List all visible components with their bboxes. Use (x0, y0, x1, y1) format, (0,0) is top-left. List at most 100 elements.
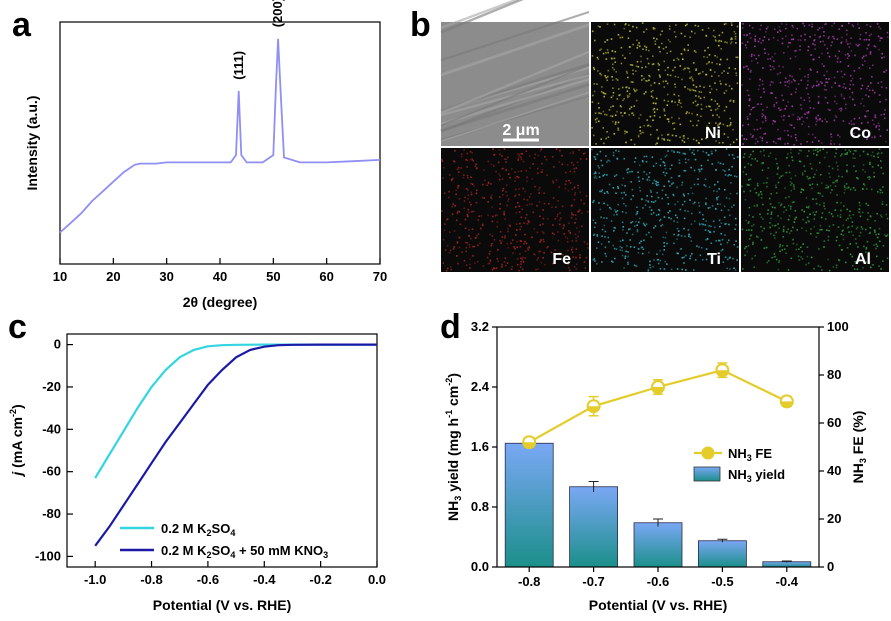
eds-signal-dot (858, 117, 861, 119)
eds-signal-dot (503, 261, 506, 263)
eds-signal-dot (698, 95, 700, 98)
eds-signal-dot (734, 269, 737, 271)
eds-signal-dot (855, 150, 857, 152)
eds-signal-dot (786, 231, 788, 233)
eds-signal-dot (723, 205, 726, 208)
eds-signal-dot (611, 76, 613, 78)
eds-signal-dot (652, 119, 654, 122)
eds-signal-dot (453, 230, 456, 232)
eds-signal-dot (677, 76, 680, 78)
eds-signal-dot (862, 55, 865, 58)
eds-signal-dot (635, 213, 637, 216)
eds-signal-dot (458, 246, 461, 249)
eds-signal-dot (772, 140, 775, 143)
eds-signal-dot (872, 264, 874, 266)
eds-signal-dot (716, 63, 718, 65)
eds-signal-dot (794, 55, 797, 58)
eds-signal-dot (787, 218, 790, 221)
eds-signal-dot (843, 186, 846, 188)
eds-signal-dot (573, 170, 576, 173)
eds-signal-dot (839, 216, 842, 218)
eds-signal-dot (779, 245, 781, 248)
eds-signal-dot (476, 261, 479, 263)
eds-signal-dot (883, 234, 886, 236)
eds-signal-dot (722, 261, 725, 263)
eds-signal-dot (828, 165, 831, 168)
eds-signal-dot (839, 61, 842, 63)
eds-signal-dot (569, 170, 572, 173)
eds-signal-dot (710, 98, 713, 101)
eds-signal-dot (456, 219, 458, 222)
eds-signal-dot (715, 240, 717, 242)
eds-signal-dot (665, 46, 667, 48)
eds-signal-dot (729, 192, 732, 195)
eds-signal-dot (792, 226, 794, 229)
eds-signal-dot (639, 130, 641, 132)
eds-signal-dot (667, 139, 669, 141)
eds-signal-dot (735, 138, 738, 141)
eds-signal-dot (814, 173, 816, 176)
eds-signal-dot (601, 86, 603, 88)
eds-signal-dot (540, 171, 543, 173)
eds-signal-dot (705, 220, 707, 222)
eds-signal-dot (511, 168, 513, 170)
eds-signal-dot (552, 224, 554, 226)
eds-signal-dot (542, 209, 544, 211)
eds-signal-dot (707, 46, 709, 49)
eds-signal-dot (734, 32, 737, 35)
eds-signal-dot (652, 102, 655, 104)
eds-signal-dot (788, 82, 791, 85)
eds-signal-dot (624, 112, 626, 114)
eds-signal-dot (715, 140, 717, 142)
eds-signal-dot (704, 185, 707, 188)
eds-signal-dot (793, 184, 795, 186)
eds-signal-dot (870, 154, 873, 157)
eds-signal-dot (585, 256, 588, 259)
eds-signal-dot (681, 184, 683, 186)
eds-signal-dot (880, 215, 883, 218)
eds-signal-dot (735, 42, 737, 44)
eds-signal-dot (721, 31, 724, 34)
eds-signal-dot (851, 255, 854, 258)
eds-signal-dot (802, 120, 805, 123)
eds-signal-dot (842, 238, 845, 241)
eds-signal-dot (723, 92, 726, 94)
eds-signal-dot (790, 152, 792, 154)
eds-signal-dot (456, 242, 459, 244)
eds-signal-dot (880, 268, 882, 270)
eds-signal-dot (660, 218, 662, 221)
eds-signal-dot (604, 113, 606, 116)
eds-signal-dot (569, 182, 572, 184)
eds-signal-dot (850, 37, 852, 39)
eds-signal-dot (760, 103, 763, 105)
eds-signal-dot (787, 85, 790, 88)
eds-map-label-co: Co (850, 125, 872, 142)
eds-signal-dot (848, 22, 850, 25)
eds-signal-dot (507, 227, 509, 230)
eds-signal-dot (651, 195, 653, 198)
eds-signal-dot (726, 125, 729, 127)
eds-signal-dot (857, 246, 859, 248)
eds-signal-dot (610, 106, 612, 108)
eds-signal-dot (869, 161, 871, 164)
eds-signal-dot (837, 134, 839, 136)
eds-signal-dot (831, 41, 833, 43)
eds-signal-dot (570, 216, 573, 219)
eds-signal-dot (817, 232, 820, 234)
eds-signal-dot (705, 203, 707, 206)
eds-signal-dot (757, 140, 759, 143)
eds-signal-dot (852, 234, 854, 237)
eds-signal-dot (626, 86, 628, 88)
eds-signal-dot (526, 204, 528, 207)
eds-signal-dot (846, 247, 849, 249)
eds-signal-dot (865, 247, 868, 249)
eds-signal-dot (877, 233, 880, 235)
eds-signal-dot (819, 149, 821, 152)
eds-signal-dot (627, 251, 629, 253)
eds-signal-dot (505, 191, 507, 193)
eds-signal-dot (647, 268, 650, 271)
eds-signal-dot (817, 95, 820, 98)
eds-signal-dot (761, 139, 764, 142)
eds-signal-dot (638, 248, 640, 250)
eds-signal-dot (489, 233, 491, 236)
